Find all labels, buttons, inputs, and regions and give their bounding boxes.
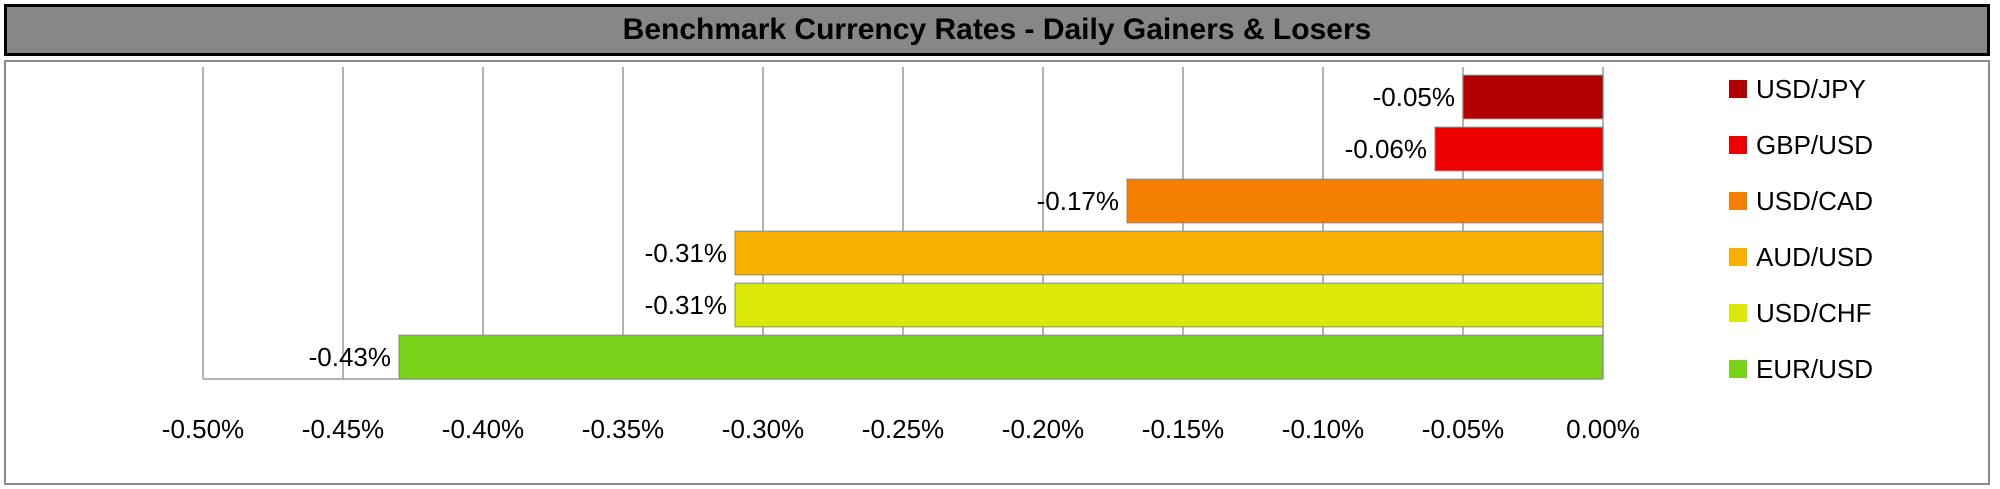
x-tick-label: -0.10%: [1282, 414, 1364, 444]
x-tick-label: -0.30%: [722, 414, 804, 444]
data-label: -0.05%: [1373, 82, 1455, 112]
legend-label: USD/CAD: [1756, 186, 1873, 216]
x-tick-label: -0.40%: [442, 414, 524, 444]
legend-label: GBP/USD: [1756, 130, 1873, 160]
data-label: -0.43%: [309, 342, 391, 372]
x-tick-label: -0.20%: [1002, 414, 1084, 444]
x-tick-label: 0.00%: [1566, 414, 1640, 444]
x-tick-label: -0.50%: [162, 414, 244, 444]
x-tick-label: -0.25%: [862, 414, 944, 444]
bar-gbp-usd: [1434, 126, 1604, 172]
legend-swatch: [1729, 80, 1747, 98]
x-tick-labels: -0.50% -0.45% -0.40% -0.35% -0.30% -0.25% -0.2…: [162, 414, 1640, 444]
legend: USD/JPY GBP/USD USD/CAD AUD/USD USD/CHF EUR/U…: [1729, 74, 1873, 384]
x-tick-label: -0.15%: [1142, 414, 1224, 444]
data-label: -0.06%: [1345, 134, 1427, 164]
legend-swatch: [1729, 360, 1747, 378]
legend-label: USD/CHF: [1756, 298, 1872, 328]
bar-usd-cad: [1126, 178, 1604, 224]
data-label: -0.31%: [645, 290, 727, 320]
bar-usd-jpy: [1462, 74, 1604, 120]
bar-aud-usd: [734, 230, 1604, 276]
legend-label: AUD/USD: [1756, 242, 1873, 272]
x-tick-label: -0.35%: [582, 414, 664, 444]
legend-swatch: [1729, 248, 1747, 266]
data-label: -0.17%: [1037, 186, 1119, 216]
bar-usd-chf: [734, 282, 1604, 328]
legend-label: EUR/USD: [1756, 354, 1873, 384]
chart-title: Benchmark Currency Rates - Daily Gainers…: [4, 4, 1990, 56]
x-tick-label: -0.05%: [1422, 414, 1504, 444]
legend-swatch: [1729, 136, 1747, 154]
data-label: -0.31%: [645, 238, 727, 268]
bars: [398, 74, 1604, 380]
x-tick-label: -0.45%: [302, 414, 384, 444]
legend-label: USD/JPY: [1756, 74, 1866, 104]
legend-swatch: [1729, 304, 1747, 322]
bar-eur-usd: [398, 334, 1604, 380]
data-labels: -0.05% -0.06% -0.17% -0.31% -0.31% -0.43%: [309, 82, 1455, 372]
legend-swatch: [1729, 192, 1747, 210]
